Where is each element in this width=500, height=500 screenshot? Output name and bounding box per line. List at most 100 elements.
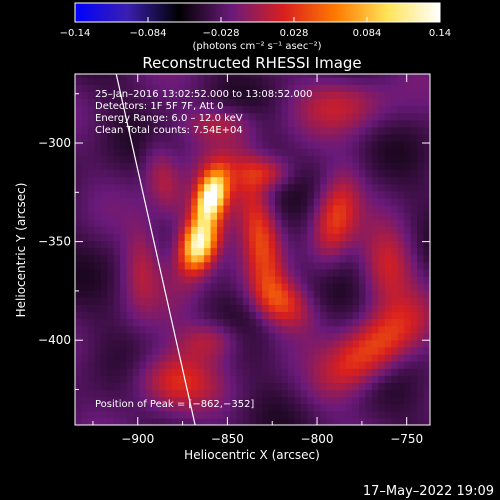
heatmap-cell <box>320 247 328 256</box>
heatmap-cell <box>346 212 354 220</box>
heatmap-cell <box>294 219 302 227</box>
heatmap-cell <box>126 275 134 284</box>
heatmap-cell <box>326 403 334 412</box>
heatmap-cell <box>100 261 108 270</box>
heatmap-cell <box>268 403 276 412</box>
annotation-line: 25–Jan–2016 13:02:52.000 to 13:08:52.000 <box>95 89 313 100</box>
heatmap-cell <box>120 403 128 412</box>
heatmap-cell <box>320 375 328 384</box>
heatmap-cell <box>384 169 392 178</box>
heatmap-cell <box>339 247 347 256</box>
heatmap-cell <box>404 126 412 135</box>
heatmap-cell <box>94 183 102 192</box>
heatmap-cell <box>333 119 341 128</box>
heatmap-cell <box>339 190 347 199</box>
heatmap-cell <box>204 74 212 78</box>
heatmap-cell <box>404 261 412 270</box>
heatmap-cell <box>352 304 360 313</box>
heatmap-cell <box>423 311 430 320</box>
heatmap-cell <box>417 389 425 398</box>
heatmap-cell <box>397 126 405 135</box>
heatmap-cell <box>197 261 205 270</box>
heatmap-cell <box>391 368 399 376</box>
heatmap-cell <box>339 226 347 234</box>
heatmap-cell <box>146 133 154 142</box>
heatmap-cell <box>229 219 237 227</box>
heatmap-cell <box>107 346 115 355</box>
heatmap-cell <box>320 417 328 425</box>
heatmap-cell <box>378 98 386 107</box>
heatmap-cell <box>384 162 392 171</box>
heatmap-cell <box>94 169 102 178</box>
heatmap-cell <box>236 332 244 341</box>
heatmap-cell <box>81 410 89 419</box>
heatmap-cell <box>75 275 83 284</box>
heatmap-cell <box>178 403 186 412</box>
heatmap-cell <box>178 354 186 362</box>
heatmap-cell <box>100 354 108 362</box>
heatmap-cell <box>378 233 386 242</box>
heatmap-cell <box>268 318 276 327</box>
heatmap-cell <box>158 318 166 327</box>
heatmap-cell <box>288 325 296 334</box>
heatmap-cell <box>423 148 430 156</box>
heatmap-cell <box>423 212 430 220</box>
heatmap-cell <box>359 290 367 298</box>
heatmap-cell <box>197 212 205 220</box>
heatmap-cell <box>288 318 296 327</box>
heatmap-cell <box>126 332 134 341</box>
heatmap-cell <box>262 268 270 277</box>
heatmap-cell <box>146 155 154 163</box>
heatmap-cell <box>404 410 412 419</box>
heatmap-cell <box>326 212 334 220</box>
heatmap-cell <box>113 219 121 227</box>
heatmap-cell <box>300 389 308 398</box>
heatmap-cell <box>229 77 237 85</box>
heatmap-cell <box>223 112 231 121</box>
heatmap-cell <box>242 318 250 327</box>
heatmap-cell <box>313 396 321 405</box>
heatmap-cell <box>178 119 186 128</box>
heatmap-cell <box>294 91 302 100</box>
heatmap-cell <box>146 105 154 114</box>
heatmap-cell <box>178 382 186 391</box>
heatmap-cell <box>339 290 347 298</box>
heatmap-cell <box>268 176 276 185</box>
heatmap-cell <box>165 354 173 362</box>
heatmap-cell <box>217 183 225 192</box>
heatmap-cell <box>255 119 263 128</box>
heatmap-cell <box>210 325 218 334</box>
heatmap-cell <box>236 219 244 227</box>
heatmap-cell <box>94 375 102 384</box>
heatmap-cell <box>378 105 386 114</box>
heatmap-cell <box>417 332 425 341</box>
heatmap-cell <box>165 98 173 107</box>
heatmap-cell <box>262 382 270 391</box>
heatmap-cell <box>120 275 128 284</box>
heatmap-cell <box>184 346 192 355</box>
heatmap-cell <box>242 261 250 270</box>
heatmap-cell <box>217 105 225 114</box>
heatmap-cell <box>423 396 430 405</box>
heatmap-cell <box>397 396 405 405</box>
heatmap-cell <box>171 361 179 369</box>
heatmap-cell <box>249 311 257 320</box>
heatmap-cell <box>191 126 199 135</box>
heatmap-cell <box>210 126 218 135</box>
heatmap-cell <box>184 119 192 128</box>
heatmap-cell <box>126 204 134 213</box>
heatmap-cell <box>178 339 186 348</box>
heatmap-cell <box>75 318 83 327</box>
heatmap-cell <box>81 318 89 327</box>
heatmap-cell <box>281 375 289 384</box>
heatmap-cell <box>191 74 199 78</box>
heatmap-cell <box>255 219 263 227</box>
heatmap-cell <box>126 141 134 149</box>
heatmap-cell <box>275 318 283 327</box>
heatmap-cell <box>204 119 212 128</box>
heatmap-cell <box>268 382 276 391</box>
heatmap-cell <box>113 290 121 298</box>
heatmap-cell <box>294 382 302 391</box>
heatmap-cell <box>100 233 108 242</box>
heatmap-cell <box>275 162 283 171</box>
